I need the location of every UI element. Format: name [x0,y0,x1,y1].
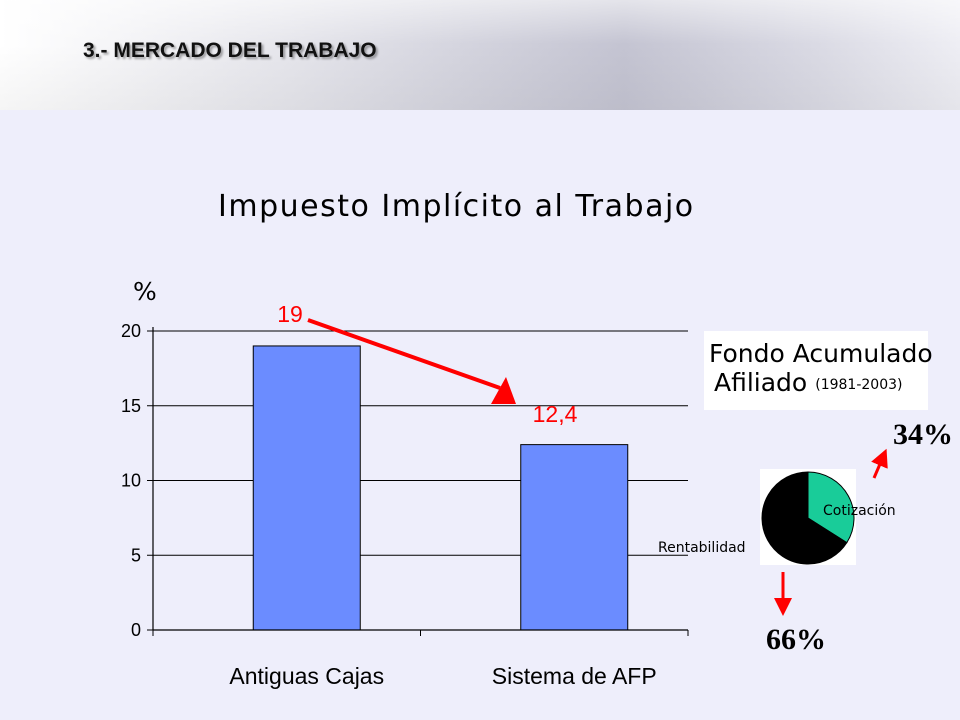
y-tick-label: 15 [121,396,141,416]
chart-title: Impuesto Implícito al Trabajo [218,189,695,224]
pie-chart-frame [760,469,856,565]
y-tick-label: 0 [131,620,141,640]
y-axis-label: % [133,277,157,306]
bars-layer [252,345,629,631]
pie-label-rentabilidad: Rentabilidad [658,540,746,556]
slide-title: 3.- MERCADO DEL TRABAJO [83,39,377,62]
value-label-1: 19 [277,301,303,327]
y-tick-label: 10 [121,471,141,491]
trend-arrow-head [491,377,516,404]
arrow-up-right [871,448,888,479]
pie-period: (1981-2003) [815,377,903,393]
header-band [0,0,960,110]
pie-title-line2: Afiliado (1981-2003) [709,368,928,400]
x-category-label: Sistema de AFP [492,663,657,689]
pie-label-cotizacion: Cotización [823,503,896,519]
bar-2 [520,444,629,631]
pie-value-rentabilidad: 66% [766,623,826,656]
pie-title-line1: Fondo Acumulado [709,339,933,368]
axes-layer [147,327,689,636]
y-tick-label: 20 [121,321,141,341]
value-label-2: 12,4 [533,401,578,427]
x-category-label: Antiguas Cajas [229,663,384,689]
trend-arrow-line [307,318,501,390]
pie-value-cotizacion: 34% [893,418,953,451]
labels-layer: 0 5 10 15 20 Antiguas Cajas Sistema de AFP 19 12… [121,277,657,689]
pie-slice-2 [761,471,848,565]
y-tick-label: 5 [131,545,141,565]
pie-chart [761,471,855,565]
pie-title-word: Afiliado [714,368,808,397]
pie-title-box: Fondo Acumulado Afiliado (1981-2003) [704,331,933,410]
bar-1 [252,345,361,631]
